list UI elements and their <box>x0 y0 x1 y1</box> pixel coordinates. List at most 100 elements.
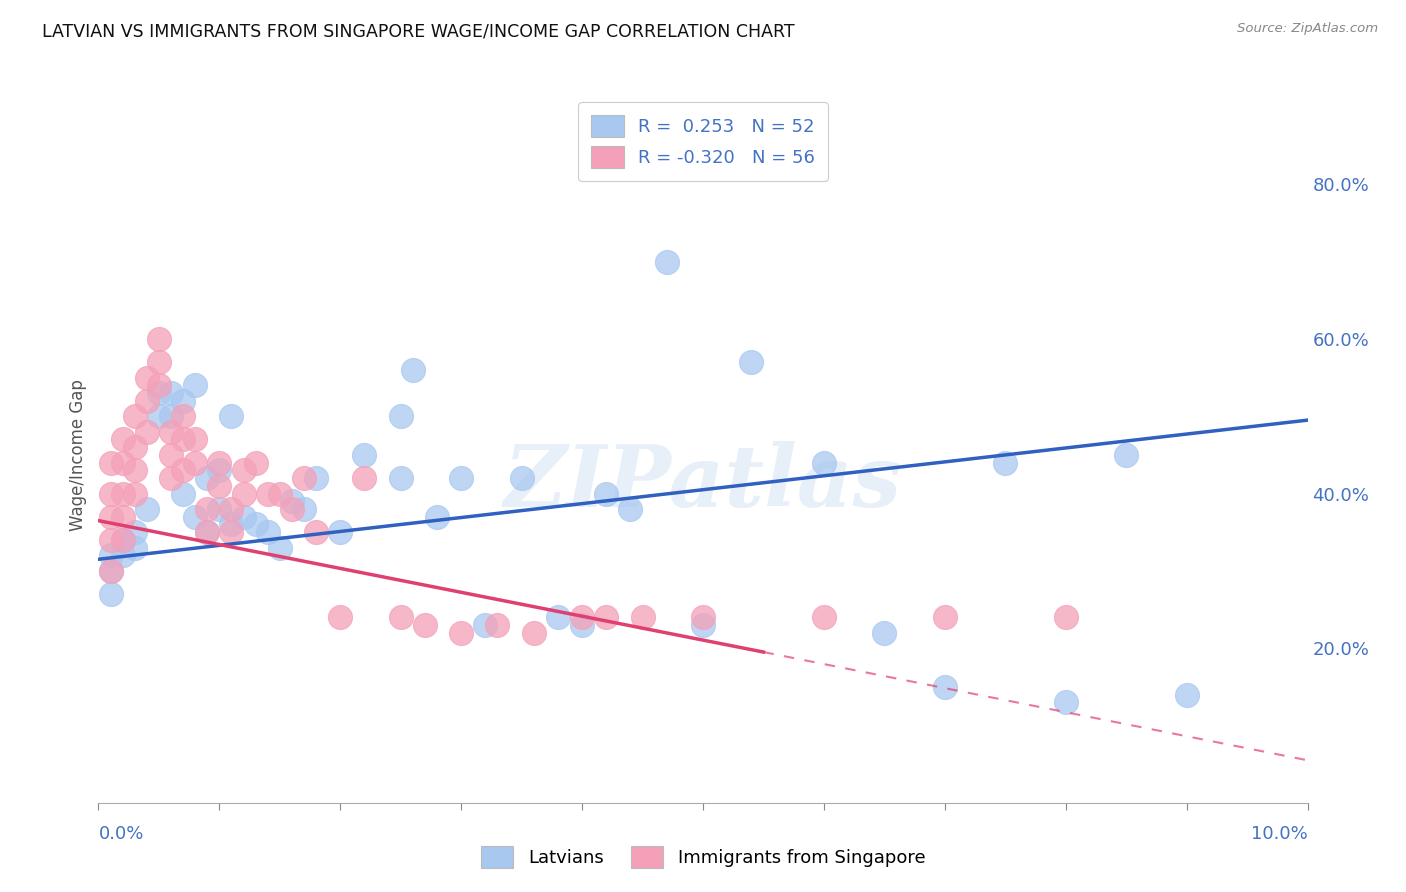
Point <box>269 541 291 555</box>
Point <box>232 463 254 477</box>
Point <box>111 533 134 547</box>
Point <box>474 618 496 632</box>
Point <box>450 625 472 640</box>
Point <box>160 386 183 401</box>
Point <box>1054 695 1077 709</box>
Point <box>111 549 134 563</box>
Point <box>571 610 593 624</box>
Point <box>329 525 352 540</box>
Point <box>547 610 569 624</box>
Point <box>148 355 170 369</box>
Point <box>208 502 231 516</box>
Point <box>172 433 194 447</box>
Point <box>486 618 509 632</box>
Point <box>148 378 170 392</box>
Point <box>232 509 254 524</box>
Point <box>111 533 134 547</box>
Point <box>389 409 412 424</box>
Point <box>100 549 122 563</box>
Point <box>245 456 267 470</box>
Point <box>160 409 183 424</box>
Point <box>172 463 194 477</box>
Point <box>245 517 267 532</box>
Point <box>740 355 762 369</box>
Point <box>934 680 956 694</box>
Point <box>111 456 134 470</box>
Point <box>124 541 146 555</box>
Point <box>221 502 243 516</box>
Point <box>232 486 254 500</box>
Point <box>172 393 194 408</box>
Point <box>292 471 315 485</box>
Point <box>353 448 375 462</box>
Point <box>111 509 134 524</box>
Point <box>208 456 231 470</box>
Point <box>160 471 183 485</box>
Text: 10.0%: 10.0% <box>1251 825 1308 843</box>
Point <box>135 370 157 384</box>
Point <box>124 525 146 540</box>
Point <box>195 525 218 540</box>
Point <box>305 525 328 540</box>
Point <box>329 610 352 624</box>
Point <box>934 610 956 624</box>
Point <box>100 564 122 578</box>
Point <box>813 456 835 470</box>
Text: ZIPatlas: ZIPatlas <box>503 441 903 524</box>
Point <box>1054 610 1077 624</box>
Point <box>256 525 278 540</box>
Point <box>655 254 678 268</box>
Point <box>813 610 835 624</box>
Point <box>994 456 1017 470</box>
Point <box>148 409 170 424</box>
Point <box>184 456 207 470</box>
Point <box>1175 688 1198 702</box>
Point <box>292 502 315 516</box>
Point <box>450 471 472 485</box>
Legend: Latvians, Immigrants from Singapore: Latvians, Immigrants from Singapore <box>470 835 936 879</box>
Point <box>571 618 593 632</box>
Point <box>389 610 412 624</box>
Point <box>195 525 218 540</box>
Point <box>208 479 231 493</box>
Point <box>402 363 425 377</box>
Point <box>100 486 122 500</box>
Text: LATVIAN VS IMMIGRANTS FROM SINGAPORE WAGE/INCOME GAP CORRELATION CHART: LATVIAN VS IMMIGRANTS FROM SINGAPORE WAG… <box>42 22 794 40</box>
Point <box>619 502 641 516</box>
Point <box>100 456 122 470</box>
Point <box>124 463 146 477</box>
Point <box>692 610 714 624</box>
Point <box>135 425 157 439</box>
Point <box>172 486 194 500</box>
Point <box>160 425 183 439</box>
Point <box>426 509 449 524</box>
Text: Source: ZipAtlas.com: Source: ZipAtlas.com <box>1237 22 1378 36</box>
Point <box>184 378 207 392</box>
Point <box>135 502 157 516</box>
Point <box>353 471 375 485</box>
Point <box>184 509 207 524</box>
Y-axis label: Wage/Income Gap: Wage/Income Gap <box>69 379 87 531</box>
Point <box>413 618 436 632</box>
Point <box>305 471 328 485</box>
Point <box>111 433 134 447</box>
Legend: R =  0.253   N = 52, R = -0.320   N = 56: R = 0.253 N = 52, R = -0.320 N = 56 <box>578 103 828 180</box>
Point <box>389 471 412 485</box>
Point <box>124 486 146 500</box>
Point <box>595 610 617 624</box>
Point <box>124 440 146 454</box>
Point <box>873 625 896 640</box>
Point <box>269 486 291 500</box>
Point <box>195 471 218 485</box>
Point <box>281 502 304 516</box>
Point <box>148 386 170 401</box>
Point <box>221 409 243 424</box>
Point <box>100 564 122 578</box>
Point <box>510 471 533 485</box>
Point <box>256 486 278 500</box>
Point <box>124 409 146 424</box>
Point <box>208 463 231 477</box>
Point <box>221 517 243 532</box>
Point <box>221 525 243 540</box>
Point <box>111 486 134 500</box>
